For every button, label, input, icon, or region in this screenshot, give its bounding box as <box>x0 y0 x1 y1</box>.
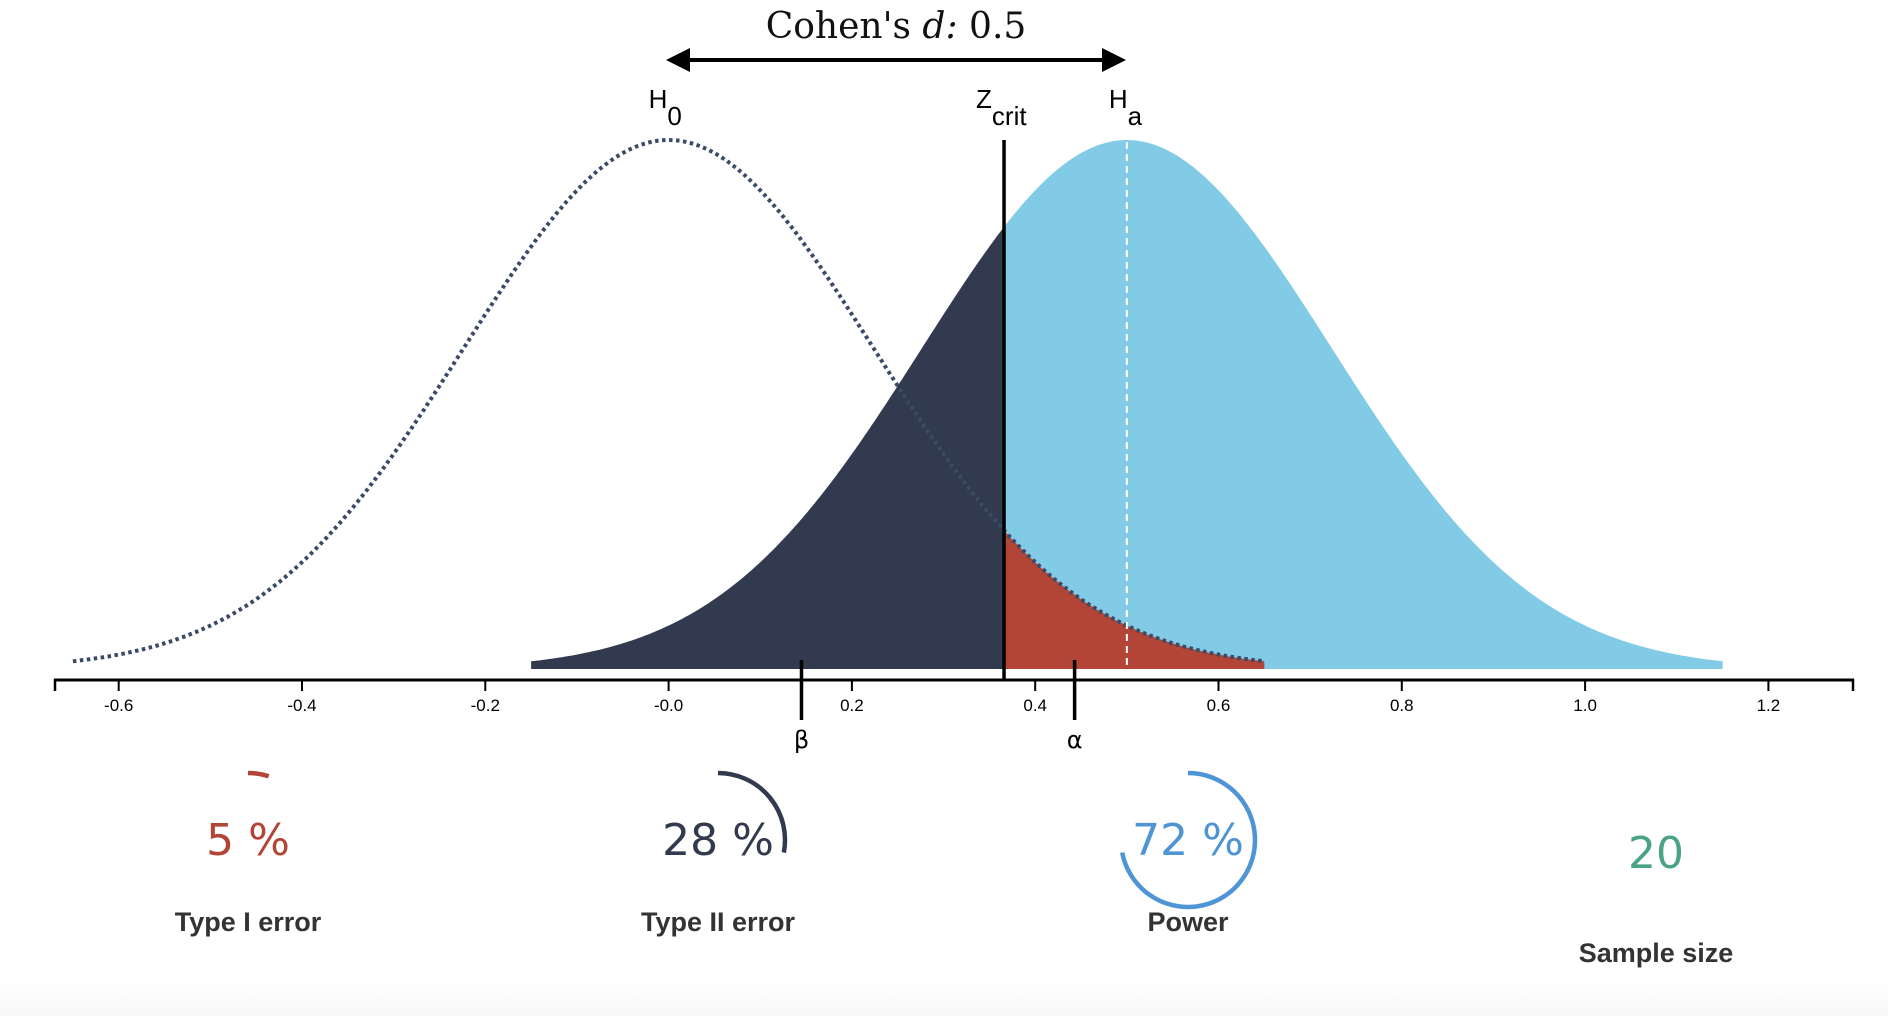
x-tick-label: -0.4 <box>287 696 316 715</box>
type-i-error-value: 5 % <box>206 815 290 866</box>
type-i-error-label: Type I error <box>174 907 322 937</box>
type-i-error-stat: 5 % Type I error <box>118 770 378 970</box>
x-tick-label: 0.6 <box>1207 696 1231 715</box>
x-tick-label: -0.6 <box>104 696 133 715</box>
type-ii-error-label: Type II error <box>640 907 796 937</box>
x-tick-label: 1.2 <box>1757 696 1781 715</box>
type-ii-error-stat: 28 % Type II error <box>588 770 848 970</box>
sample-size-stat: 20 Sample size <box>1526 770 1786 990</box>
power-arc-icon <box>1119 770 1258 910</box>
x-axis: -0.6 -0.4 -0.2 -0.0 0.2 0.4 0.6 0.8 1.0 1.2 <box>53 678 1855 715</box>
x-tick-label: 1.0 <box>1573 696 1597 715</box>
type-i-error-area <box>1004 530 1265 669</box>
zcrit-label: Zcrit <box>976 84 1027 131</box>
power-chart: Cohen's d: 0.5 H0 Zcrit Ha -0.6 -0.4 -0.2-… <box>53 6 1855 754</box>
x-tick-label: 0.8 <box>1390 696 1414 715</box>
power-stat: 72 % Power <box>1058 770 1318 970</box>
power-label: Power <box>1147 907 1229 937</box>
sample-size-label: Sample size <box>1578 938 1734 968</box>
chart-title: Cohen's d: 0.5 <box>766 6 1027 47</box>
sample-size-value: 20 <box>1628 828 1684 879</box>
type-ii-error-arc-icon <box>717 770 788 853</box>
x-tick-label: 0.4 <box>1023 696 1047 715</box>
type-i-error-arc-icon <box>247 770 270 779</box>
alpha-label: α <box>1067 726 1083 754</box>
power-area <box>1004 140 1723 669</box>
beta-label: β <box>794 726 809 754</box>
x-tick-label: 0.2 <box>840 696 864 715</box>
null-distribution-curve <box>72 137 1265 664</box>
type-ii-error-area <box>531 227 1005 669</box>
type-ii-error-value: 28 % <box>662 815 774 866</box>
h0-label: H0 <box>649 84 682 131</box>
ha-label: Ha <box>1109 84 1143 131</box>
x-tick-label: -0.0 <box>654 696 683 715</box>
power-value: 72 % <box>1132 815 1244 866</box>
x-tick-label: -0.2 <box>471 696 500 715</box>
effect-size-arrow <box>666 48 1126 72</box>
